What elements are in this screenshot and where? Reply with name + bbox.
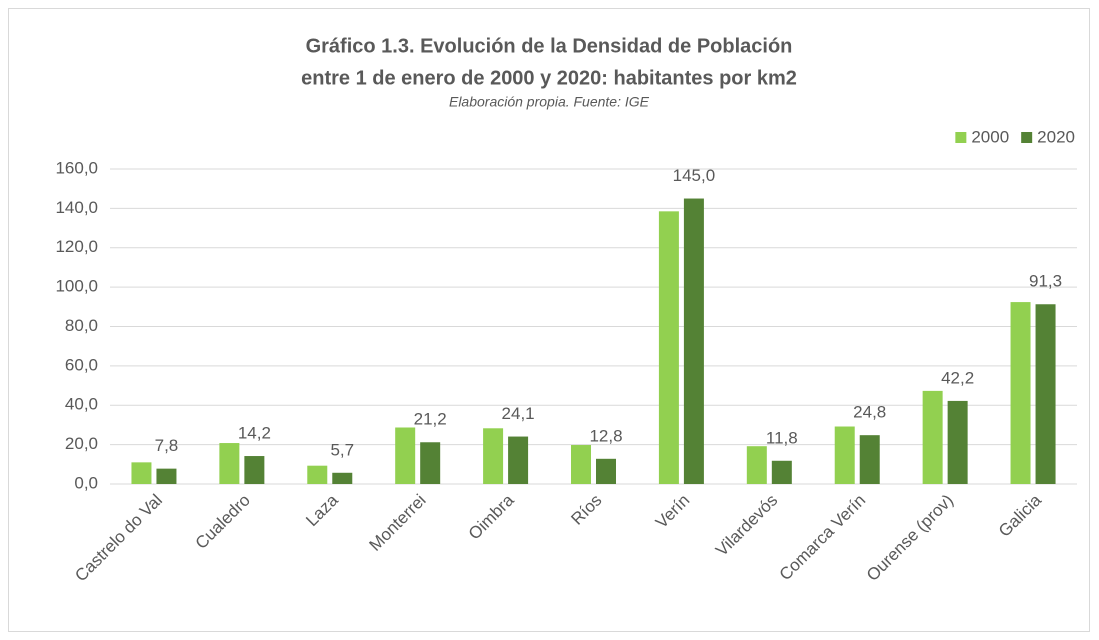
bar (746, 446, 767, 484)
bar (244, 456, 265, 484)
data-label: 11,8 (766, 428, 798, 447)
bar (658, 211, 679, 484)
legend-swatch (1021, 132, 1033, 143)
bar (156, 468, 177, 484)
bar (834, 426, 855, 484)
bar (420, 442, 441, 484)
bar (395, 427, 416, 484)
bar (307, 465, 328, 484)
y-tick-label: 60,0 (65, 355, 98, 374)
y-tick-label: 0,0 (74, 473, 98, 492)
y-tick-label: 20,0 (65, 434, 98, 453)
bar (571, 445, 591, 484)
bar (483, 428, 504, 484)
y-tick-label: 100,0 (55, 277, 98, 296)
data-label: 145,0 (673, 166, 716, 185)
y-tick-label: 80,0 (65, 316, 98, 335)
bar (332, 472, 353, 484)
y-tick-label: 120,0 (55, 237, 98, 256)
y-tick-label: 160,0 (55, 158, 98, 177)
bar (922, 390, 943, 484)
bar (131, 462, 152, 484)
bar (596, 458, 616, 484)
data-label: 91,3 (1029, 272, 1062, 291)
bar (1035, 304, 1056, 484)
bar (508, 436, 529, 484)
legend-label: 2000 (971, 127, 1009, 146)
chart-note: Elaboración propia. Fuente: IGE (449, 94, 650, 110)
data-label: 5,7 (330, 440, 354, 459)
data-label: 21,2 (414, 410, 447, 429)
chart-subtitle: entre 1 de enero de 2000 y 2020: habitan… (301, 67, 797, 89)
bar (683, 198, 704, 484)
bar (947, 400, 968, 484)
y-tick-label: 140,0 (55, 198, 98, 217)
data-label: 42,2 (941, 368, 974, 387)
chart-title: Gráfico 1.3. Evolución de la Densidad de… (306, 35, 793, 57)
chart-border (8, 8, 1090, 632)
y-tick-label: 40,0 (65, 395, 98, 414)
bar (219, 443, 240, 484)
legend-swatch (955, 132, 967, 143)
data-label: 12,8 (589, 426, 622, 445)
legend-label: 2020 (1037, 127, 1075, 146)
data-label: 7,8 (155, 436, 179, 455)
bar (1010, 302, 1031, 484)
data-label: 24,8 (853, 403, 886, 422)
data-label: 14,2 (238, 424, 271, 443)
bar (771, 460, 792, 484)
bar (859, 435, 880, 484)
data-label: 24,1 (502, 404, 535, 423)
